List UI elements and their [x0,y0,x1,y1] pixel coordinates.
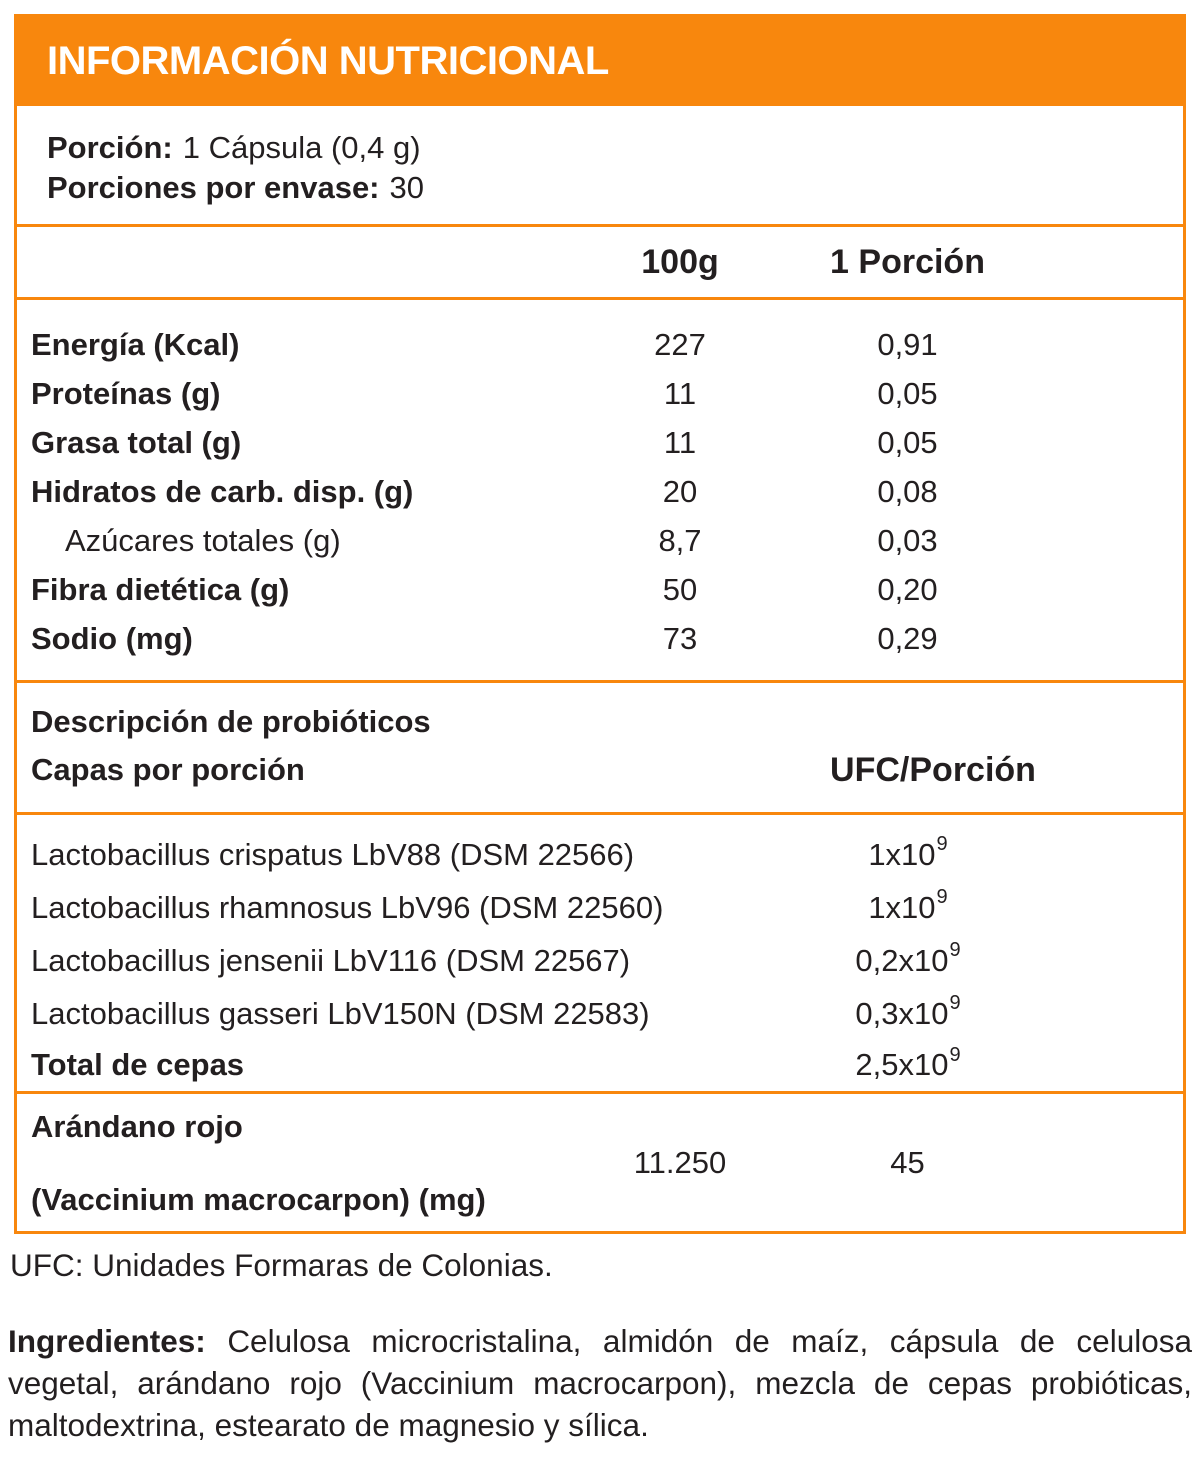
total-strains-row: Total de cepas 2,5x109 [17,1040,1183,1090]
ingredients-paragraph: Ingredientes: Celulosa microcristalina, … [8,1320,1192,1446]
probiotic-row: Lactobacillus crispatus LbV88 (DSM 22566… [17,828,1183,881]
cranberry-per-100g: 11.250 [633,1144,727,1180]
servings-value: 30 [389,170,424,205]
ufc-footnote: UFC: Unidades Formaras de Colonias. [10,1247,553,1283]
cranberry-name: Arándano rojo [31,1109,243,1144]
table-row: Grasa total (g) 11 0,05 [17,418,1183,467]
column-header-porcion: 1 Porción [830,242,985,281]
nutrient-per-100g: 11 [663,424,697,460]
column-header-row: 100g 1 Porción [17,227,1183,300]
strain-name: Lactobacillus rhamnosus LbV96 (DSM 22560… [31,889,664,925]
nutrient-per-serving: 0,29 [877,620,938,656]
portion-line: Porción: 1 Cápsula (0,4 g) [47,128,1183,168]
servings-label: Porciones por envase: [47,170,380,205]
nutrient-per-serving: 0,20 [877,571,938,607]
exponent: 9 [949,992,961,1015]
title-bar: INFORMACIÓN NUTRICIONAL [17,17,1183,106]
exponent: 9 [936,886,948,909]
strain-name: Lactobacillus jensenii LbV116 (DSM 22567… [31,942,631,978]
table-row: Azúcares totales (g) 8,7 0,03 [17,516,1183,565]
cranberry-section: Arándano rojo (Vaccinium macrocarpon) (m… [17,1094,1183,1231]
probiotics-rows-section: Lactobacillus crispatus LbV88 (DSM 22566… [17,815,1183,1094]
nutrient-per-100g: 20 [662,473,698,509]
nutrient-label: Energía (Kcal) [31,326,240,362]
nutrient-per-serving: 0,91 [877,326,938,362]
strain-ufc-value: 0,2x109 [855,939,961,978]
page-title: INFORMACIÓN NUTRICIONAL [47,39,609,83]
cranberry-per-serving: 45 [890,1144,925,1180]
ingredients-text: Celulosa microcristalina, almidón de maí… [8,1323,1192,1443]
cranberry-label: Arándano rojo (Vaccinium macrocarpon) (m… [17,1094,565,1231]
nutrition-facts-table: INFORMACIÓN NUTRICIONAL Porción: 1 Cápsul… [14,14,1186,1234]
total-strains-value: 2,5x109 [855,1043,961,1082]
exponent: 9 [949,939,961,962]
nutrient-per-serving: 0,03 [877,522,938,558]
nutrient-per-serving: 0,08 [877,473,938,509]
column-header-100g: 100g [641,242,719,281]
probiotic-row: Lactobacillus jensenii LbV116 (DSM 22567… [17,934,1183,987]
probiotic-row: Lactobacillus gasseri LbV150N (DSM 22583… [17,987,1183,1040]
nutrient-per-100g: 8,7 [658,522,702,558]
nutrient-label: Proteínas (g) [31,375,221,411]
nutrient-per-100g: 227 [654,326,706,362]
nutrient-per-100g: 73 [662,620,698,656]
servings-line: Porciones por envase: 30 [47,168,1183,208]
table-row: Sodio (mg) 73 0,29 [17,614,1183,663]
nutrient-per-serving: 0,05 [877,375,938,411]
nutrient-per-100g: 11 [663,375,697,411]
probiotics-section-title: Descripción de probióticos [31,704,431,739]
probiotics-header-section: Descripción de probióticos Capas por por… [17,683,1183,815]
nutrient-per-100g: 50 [662,571,698,607]
strain-ufc-value: 1x109 [868,886,948,925]
cranberry-detail: (Vaccinium macrocarpon) (mg) [31,1182,486,1217]
probiotic-row: Lactobacillus rhamnosus LbV96 (DSM 22560… [17,881,1183,934]
total-strains-label: Total de cepas [31,1047,245,1082]
probiotics-rows-label: Capas por porción [31,752,305,787]
nutrient-label: Hidratos de carb. disp. (g) [31,473,414,509]
cranberry-row: Arándano rojo (Vaccinium macrocarpon) (m… [17,1094,1183,1231]
exponent: 9 [936,833,948,856]
table-row: Hidratos de carb. disp. (g) 20 0,08 [17,467,1183,516]
strain-ufc-value: 1x109 [868,833,948,872]
strain-name: Lactobacillus crispatus LbV88 (DSM 22566… [31,836,635,872]
portion-value: 1 Cápsula (0,4 g) [182,130,421,165]
strain-ufc-value: 0,3x109 [855,992,961,1031]
nutrient-label: Sodio (mg) [31,620,193,656]
portion-label: Porción: [47,130,173,165]
nutrient-per-serving: 0,05 [877,424,938,460]
probiotics-column-header: UFC/Porción [830,750,1036,789]
probiotics-subheader-row: Capas por porción UFC/Porción [17,745,1183,795]
serving-section: Porción: 1 Cápsula (0,4 g) Porciones por … [17,106,1183,227]
nutrients-section: Energía (Kcal) 227 0,91 Proteínas (g) 11… [17,300,1183,683]
nutrient-label: Fibra dietética (g) [31,571,290,607]
table-row: Proteínas (g) 11 0,05 [17,369,1183,418]
nutrient-label: Azúcares totales (g) [65,522,341,558]
strain-name: Lactobacillus gasseri LbV150N (DSM 22583… [31,995,650,1031]
ingredients-label: Ingredientes: [8,1323,206,1359]
table-row: Energía (Kcal) 227 0,91 [17,320,1183,369]
table-row: Fibra dietética (g) 50 0,20 [17,565,1183,614]
exponent: 9 [949,1043,961,1066]
nutrient-label: Grasa total (g) [31,424,242,460]
